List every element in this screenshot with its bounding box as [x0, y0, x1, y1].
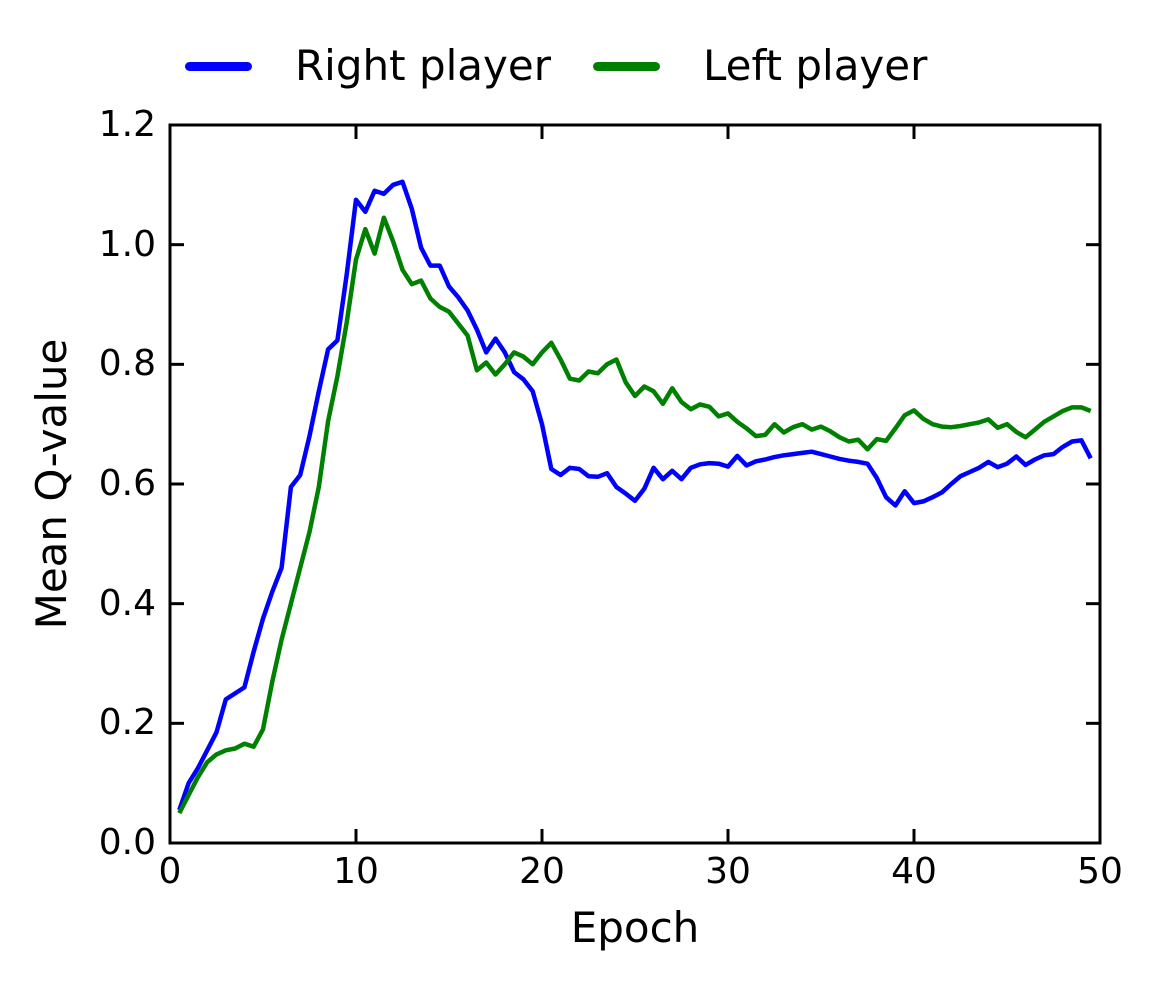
x-tick-label-50: 50 — [1077, 851, 1123, 892]
plot-border — [168, 123, 1102, 845]
y-tick-label-0.2: 0.2 — [98, 702, 156, 744]
y-tick-label-0.0: 0.0 — [98, 822, 156, 863]
legend-item-right-player: Right player — [185, 42, 551, 90]
x-tick-label-40: 40 — [891, 851, 937, 892]
y-tick-label-0.4: 0.4 — [98, 582, 156, 624]
y-tick-label-0.8: 0.8 — [98, 343, 156, 385]
legend-item-left-player: Left player — [593, 42, 927, 90]
right-player-line — [177, 179, 1093, 811]
y-tick-label-0.6: 0.6 — [98, 463, 156, 504]
x-tick-label-10: 10 — [333, 851, 379, 892]
legend-label-right-player: Right player — [295, 41, 551, 90]
y-tick-label-1.0: 1.0 — [98, 223, 156, 265]
x-tick-label-0: 0 — [158, 851, 182, 892]
legend-line-left-player-icon — [593, 61, 660, 71]
x-tick-label-20: 20 — [519, 851, 565, 892]
legend-line-right-player-icon — [185, 61, 252, 71]
legend-label-left-player: Left player — [703, 41, 928, 90]
x-tick-label-30: 30 — [705, 851, 751, 892]
x-axis-title: Epoch — [570, 903, 700, 952]
y-tick-label-1.2: 1.2 — [98, 104, 156, 145]
left-player-line — [177, 215, 1092, 815]
